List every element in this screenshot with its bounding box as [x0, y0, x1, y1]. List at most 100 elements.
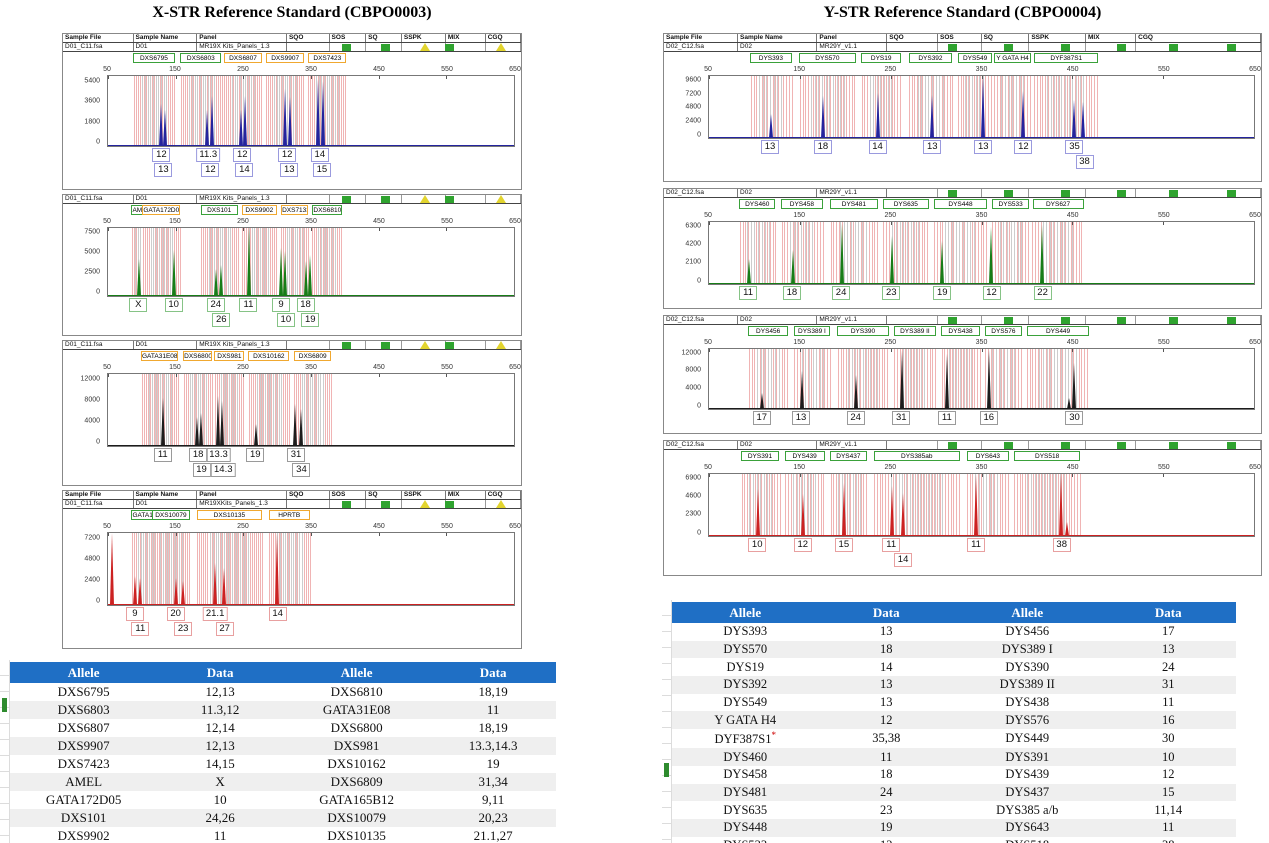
bin-line — [258, 533, 260, 605]
y-tick-label: 2400 — [84, 576, 100, 584]
bin-line — [815, 474, 817, 536]
bin-line — [218, 533, 220, 605]
signal-peak — [801, 494, 806, 536]
bin-line — [202, 374, 204, 446]
bin-line — [960, 76, 962, 138]
flag-cell — [446, 500, 486, 508]
bin-line — [753, 222, 755, 284]
bin-line — [1061, 76, 1063, 138]
bin-line — [811, 474, 813, 536]
bin-line — [917, 349, 919, 409]
bin-line — [992, 349, 994, 409]
bin-line — [166, 76, 168, 146]
bin-line — [907, 349, 909, 409]
bin-line — [334, 76, 336, 146]
bin-line — [924, 349, 926, 409]
allele-data-table: Allele Data Allele Data DYS393 13 DYS456 17 DYS5… — [672, 602, 1236, 843]
allele-label: 12 — [152, 148, 171, 162]
bin-line — [962, 222, 964, 284]
bin-line — [944, 349, 946, 409]
y-axis: 7500 5000 2500 0 — [63, 227, 103, 296]
allele-row-2: 13 12 14 13 15 — [107, 162, 515, 177]
bin-line — [833, 474, 835, 536]
bin-line — [177, 533, 179, 605]
x-tick-label: 250 — [884, 464, 897, 471]
bin-line — [1029, 349, 1031, 409]
bin-line — [883, 222, 885, 284]
pass-indicator-icon — [445, 196, 455, 203]
bin-line — [980, 474, 982, 536]
bin-line — [1001, 349, 1003, 409]
marker-label: DYS448 — [934, 199, 987, 209]
table-cell: DYS518 — [954, 837, 1101, 843]
bin-line — [765, 349, 767, 409]
allele-label: 20 — [166, 607, 185, 621]
bin-line — [884, 76, 886, 138]
bin-line — [767, 474, 769, 536]
bin-line — [269, 374, 271, 446]
marker-label: DYS385ab — [873, 451, 960, 461]
bin-line — [152, 533, 154, 605]
bin-line — [884, 349, 886, 409]
y-tick-label: 0 — [697, 131, 701, 139]
y-tick-label: 0 — [96, 597, 100, 605]
bin-line — [1056, 349, 1058, 409]
bin-line — [1011, 222, 1013, 284]
bin-line — [1075, 76, 1077, 138]
warning-indicator-icon — [420, 341, 431, 349]
bin-line — [150, 533, 152, 605]
bin-line — [215, 228, 217, 296]
bin-line — [887, 474, 889, 536]
bin-line — [1049, 222, 1051, 284]
flag-cell — [887, 316, 938, 324]
signal-peak — [158, 104, 163, 146]
panel-name-cell: MR19X Kits_Panels_1.3 — [197, 341, 287, 349]
table-cell: DXS10162 — [327, 756, 386, 771]
axis-tick — [108, 374, 109, 377]
bin-line — [191, 76, 193, 146]
bin-line — [193, 374, 195, 446]
marker-label: DXS9907 — [266, 53, 305, 63]
bin-line — [910, 222, 912, 284]
bin-line — [934, 222, 936, 284]
bin-line — [924, 474, 926, 536]
bin-line — [199, 76, 201, 146]
x-tick-label: 550 — [441, 364, 453, 371]
sample-file-cell: D01_C11.fsa — [63, 341, 134, 349]
bin-line — [938, 76, 940, 138]
marker-label: DYS549 — [957, 53, 993, 63]
bin-line — [1056, 474, 1058, 536]
bin-line — [242, 533, 244, 605]
signal-peak — [986, 350, 991, 409]
y-tick-label: 4600 — [685, 492, 701, 500]
bin-line — [762, 76, 764, 138]
bin-line — [217, 228, 219, 296]
bin-line — [241, 533, 243, 605]
marker-label: DXS10162 — [248, 351, 290, 361]
bin-line — [1048, 349, 1050, 409]
table-cell: 30 — [1162, 731, 1175, 746]
flag-cell — [1086, 43, 1137, 51]
bin-line — [1016, 76, 1018, 138]
panel-name-cell: MR19X Kits_Panels_1.3 — [197, 43, 287, 51]
table-row: DYS448 19 DYS643 11 — [672, 819, 1236, 837]
bin-line — [287, 374, 289, 446]
bin-line — [328, 76, 330, 146]
bin-line — [230, 228, 232, 296]
table-cell: DXS6810 — [330, 684, 383, 699]
bin-line — [337, 76, 339, 146]
bin-line — [234, 76, 236, 146]
table-header-row: Allele Data Allele Data — [672, 602, 1236, 623]
y-tick-label: 12000 — [681, 349, 701, 357]
bin-line — [876, 349, 878, 409]
allele-label: 10 — [164, 298, 183, 312]
bin-line — [761, 222, 763, 284]
bin-line — [1002, 76, 1004, 138]
bin-line — [927, 76, 929, 138]
bin-line — [1012, 349, 1014, 409]
bin-line — [783, 76, 785, 138]
bin-line — [749, 474, 751, 536]
table-cell: DYS389 II — [999, 677, 1055, 692]
table-row: DXS101 24,26 DXS10079 20,23 — [10, 809, 556, 827]
pass-indicator-icon — [947, 442, 957, 449]
